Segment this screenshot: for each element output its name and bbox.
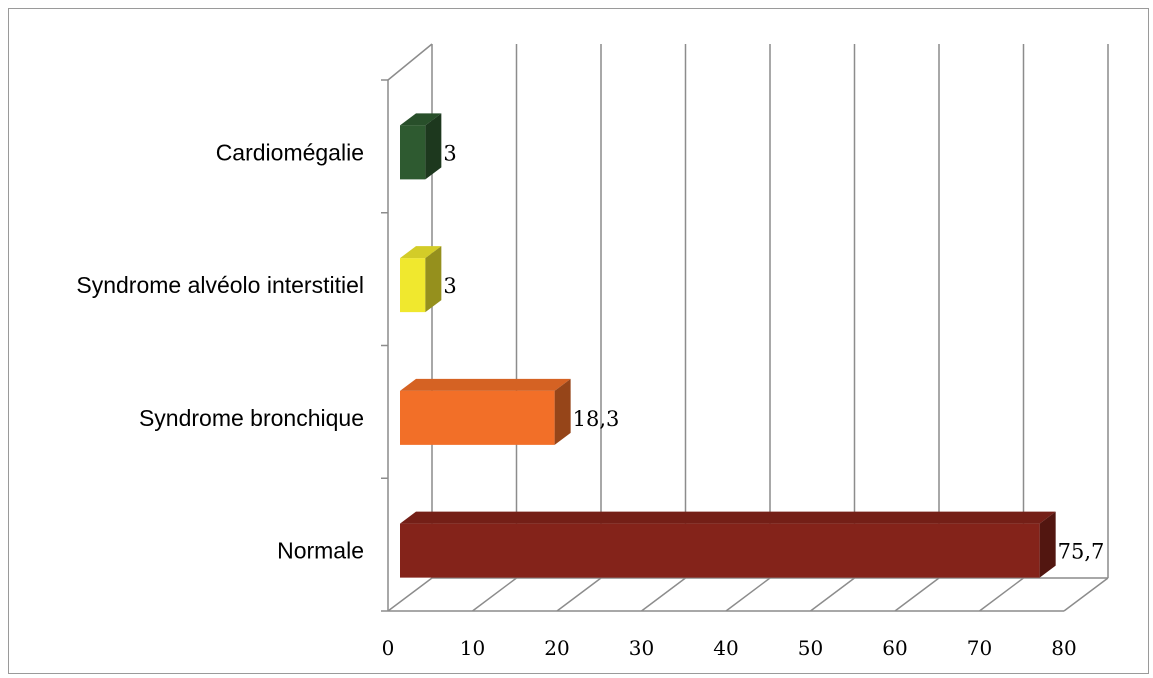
category-label: Syndrome alvéolo interstitiel bbox=[76, 272, 364, 298]
floor-gridline bbox=[980, 578, 1024, 611]
floor-gridline bbox=[811, 578, 855, 611]
x-tick-label: 70 bbox=[967, 636, 992, 660]
data-label: 75,7 bbox=[1058, 540, 1105, 564]
bar-top bbox=[400, 379, 571, 391]
bar bbox=[400, 246, 441, 312]
data-label: 3 bbox=[443, 274, 456, 298]
floor-gridline bbox=[388, 578, 432, 611]
floor-gridline bbox=[557, 578, 601, 611]
bar-front bbox=[400, 524, 1040, 578]
x-tick-label: 10 bbox=[460, 636, 485, 660]
bar-front bbox=[400, 125, 425, 179]
floor-gridline bbox=[642, 578, 686, 611]
bar-front bbox=[400, 258, 425, 312]
data-label: 18,3 bbox=[573, 407, 620, 431]
floor-gridline bbox=[473, 578, 517, 611]
x-tick-label: 50 bbox=[798, 636, 823, 660]
x-tick-label: 20 bbox=[544, 636, 569, 660]
bar bbox=[400, 113, 441, 179]
category-label: Normale bbox=[277, 538, 364, 564]
x-tick-label: 60 bbox=[882, 636, 907, 660]
floor-gridline bbox=[726, 578, 770, 611]
wall-top-edge bbox=[388, 44, 432, 80]
x-tick-label: 40 bbox=[713, 636, 738, 660]
category-label: Syndrome bronchique bbox=[139, 405, 364, 431]
data-label: 3 bbox=[443, 141, 456, 165]
bar bbox=[400, 379, 571, 445]
bar-top bbox=[400, 512, 1056, 524]
x-tick-label: 0 bbox=[382, 636, 395, 660]
bar-front bbox=[400, 391, 555, 445]
bar bbox=[400, 512, 1056, 578]
x-tick-label: 80 bbox=[1051, 636, 1076, 660]
floor-gridline bbox=[1064, 578, 1108, 611]
floor-gridline bbox=[895, 578, 939, 611]
x-tick-label: 30 bbox=[629, 636, 654, 660]
category-label: Cardiomégalie bbox=[216, 139, 364, 165]
